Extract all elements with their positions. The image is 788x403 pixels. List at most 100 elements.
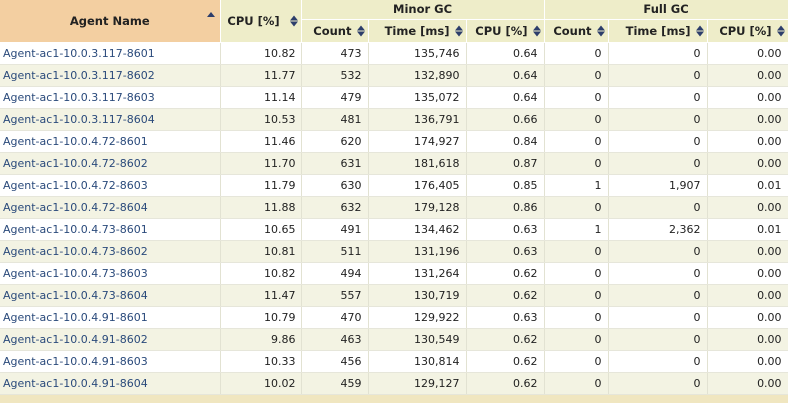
agent-link[interactable]: Agent-ac1-10.0.4.91-8601 (3, 310, 148, 324)
agent-link[interactable]: Agent-ac1-10.0.4.72-8604 (3, 200, 148, 214)
agent-link[interactable]: Agent-ac1-10.0.3.117-8602 (3, 68, 155, 82)
full-gc-cpu-cell: 0.00 (707, 130, 788, 153)
column-header-full-time[interactable]: Time [ms] (608, 19, 708, 43)
agent-link[interactable]: Agent-ac1-10.0.3.117-8601 (3, 46, 155, 60)
agent-link[interactable]: Agent-ac1-10.0.4.91-8604 (3, 376, 148, 390)
agent-link[interactable]: Agent-ac1-10.0.4.73-8602 (3, 244, 148, 258)
agent-link[interactable]: Agent-ac1-10.0.3.117-8603 (3, 90, 155, 104)
full-gc-time-cell: 0 (608, 108, 708, 131)
full-gc-cpu-cell: 0.00 (707, 328, 788, 351)
full-gc-count-cell: 1 (544, 174, 609, 197)
agent-link[interactable]: Agent-ac1-10.0.3.117-8604 (3, 112, 155, 126)
table-row: Agent-ac1-10.0.4.91-8603 10.33 456 130,814 0… (0, 350, 788, 373)
minor-gc-count-cell: 557 (301, 284, 369, 307)
full-gc-count-cell: 0 (544, 350, 609, 373)
table-row: Agent-ac1-10.0.4.73-8601 10.65 491 134,462 0… (0, 218, 788, 241)
column-header-minor-count[interactable]: Count (301, 19, 369, 43)
cpu-cell: 10.82 (220, 42, 302, 65)
full-gc-time-cell: 0 (608, 64, 708, 87)
minor-gc-cpu-cell: 0.84 (466, 130, 545, 153)
full-gc-count-cell: 0 (544, 328, 609, 351)
minor-gc-cpu-cell: 0.64 (466, 86, 545, 109)
sort-both-icon (454, 25, 463, 36)
table-row: Agent-ac1-10.0.3.117-8604 10.53 481 136,791… (0, 108, 788, 131)
full-gc-count-cell: 1 (544, 218, 609, 241)
agent-name-cell: Agent-ac1-10.0.4.73-8602 (0, 240, 221, 263)
agent-link[interactable]: Agent-ac1-10.0.4.72-8603 (3, 178, 148, 192)
full-gc-cpu-cell: 0.00 (707, 152, 788, 175)
sort-both-icon (289, 15, 298, 27)
agent-name-cell: Agent-ac1-10.0.3.117-8601 (0, 42, 221, 65)
cpu-cell: 11.77 (220, 64, 302, 87)
column-header-cpu[interactable]: CPU [%] (220, 0, 302, 43)
agent-link[interactable]: Agent-ac1-10.0.4.73-8601 (3, 222, 148, 236)
minor-gc-count-cell: 481 (301, 108, 369, 131)
agent-link[interactable]: Agent-ac1-10.0.4.73-8603 (3, 266, 148, 280)
full-gc-time-cell: 1,907 (608, 174, 708, 197)
column-header-agent-name[interactable]: Agent Name (0, 0, 221, 43)
minor-gc-count-cell: 470 (301, 306, 369, 329)
table-row: Agent-ac1-10.0.3.117-8601 10.82 473 135,746… (0, 42, 788, 65)
table-row: Agent-ac1-10.0.3.117-8603 11.14 479 135,072… (0, 86, 788, 109)
minor-gc-time-cell: 129,127 (368, 372, 467, 395)
minor-gc-count-cell: 631 (301, 152, 369, 175)
minor-gc-time-cell: 130,719 (368, 284, 467, 307)
table-row: Agent-ac1-10.0.4.91-8604 10.02 459 129,127 0… (0, 372, 788, 395)
full-gc-time-cell: 0 (608, 152, 708, 175)
minor-gc-time-cell: 176,405 (368, 174, 467, 197)
sort-both-icon (532, 25, 541, 36)
full-gc-time-cell: 0 (608, 350, 708, 373)
minor-gc-time-cell: 135,746 (368, 42, 467, 65)
minor-gc-time-cell: 174,927 (368, 130, 467, 153)
agent-name-cell: Agent-ac1-10.0.4.91-8603 (0, 350, 221, 373)
minor-gc-count-cell: 456 (301, 350, 369, 373)
minor-gc-cpu-cell: 0.87 (466, 152, 545, 175)
sort-both-icon (356, 25, 365, 36)
cpu-cell: 11.14 (220, 86, 302, 109)
column-header-minor-time[interactable]: Time [ms] (368, 19, 467, 43)
full-gc-count-cell: 0 (544, 196, 609, 219)
full-time-header-label: Time [ms] (625, 23, 691, 38)
column-header-full-count[interactable]: Count (544, 19, 609, 43)
minor-gc-count-cell: 511 (301, 240, 369, 263)
agent-link[interactable]: Agent-ac1-10.0.4.91-8603 (3, 354, 148, 368)
full-gc-cpu-cell: 0.00 (707, 350, 788, 373)
table-row: Agent-ac1-10.0.4.91-8601 10.79 470 129,922 0… (0, 306, 788, 329)
full-gc-count-cell: 0 (544, 42, 609, 65)
cpu-cell: 10.81 (220, 240, 302, 263)
agent-link[interactable]: Agent-ac1-10.0.4.91-8602 (3, 332, 148, 346)
agent-link[interactable]: Agent-ac1-10.0.4.73-8604 (3, 288, 148, 302)
minor-gc-count-cell: 463 (301, 328, 369, 351)
full-gc-count-cell: 0 (544, 130, 609, 153)
column-header-full-cpu[interactable]: CPU [%] (707, 19, 788, 43)
full-gc-time-cell: 0 (608, 196, 708, 219)
full-gc-time-cell: 0 (608, 284, 708, 307)
minor-gc-cpu-cell: 0.62 (466, 350, 545, 373)
full-gc-count-cell: 0 (544, 108, 609, 131)
full-gc-cpu-cell: 0.01 (707, 218, 788, 241)
full-gc-time-cell: 0 (608, 86, 708, 109)
full-gc-cpu-cell: 0.00 (707, 196, 788, 219)
full-gc-time-cell: 0 (608, 306, 708, 329)
minor-gc-time-cell: 132,890 (368, 64, 467, 87)
full-gc-time-cell: 0 (608, 42, 708, 65)
minor-gc-time-cell: 131,196 (368, 240, 467, 263)
column-header-minor-cpu[interactable]: CPU [%] (466, 19, 545, 43)
table-row: Agent-ac1-10.0.4.72-8601 11.46 620 174,927 0… (0, 130, 788, 153)
sort-both-icon (776, 25, 785, 36)
minor-gc-count-cell: 479 (301, 86, 369, 109)
cpu-cell: 11.79 (220, 174, 302, 197)
minor-gc-time-cell: 130,814 (368, 350, 467, 373)
agent-name-cell: Agent-ac1-10.0.4.73-8603 (0, 262, 221, 285)
full-gc-time-cell: 0 (608, 372, 708, 395)
table-row: Agent-ac1-10.0.4.72-8602 11.70 631 181,618 0… (0, 152, 788, 175)
agent-name-cell: Agent-ac1-10.0.4.73-8604 (0, 284, 221, 307)
sort-both-icon (596, 25, 605, 36)
full-gc-cpu-cell: 0.00 (707, 64, 788, 87)
agent-link[interactable]: Agent-ac1-10.0.4.72-8602 (3, 156, 148, 170)
minor-gc-time-cell: 130,549 (368, 328, 467, 351)
minor-gc-count-cell: 630 (301, 174, 369, 197)
agent-link[interactable]: Agent-ac1-10.0.4.72-8601 (3, 134, 148, 148)
full-gc-cpu-cell: 0.00 (707, 306, 788, 329)
minor-gc-time-cell: 134,462 (368, 218, 467, 241)
